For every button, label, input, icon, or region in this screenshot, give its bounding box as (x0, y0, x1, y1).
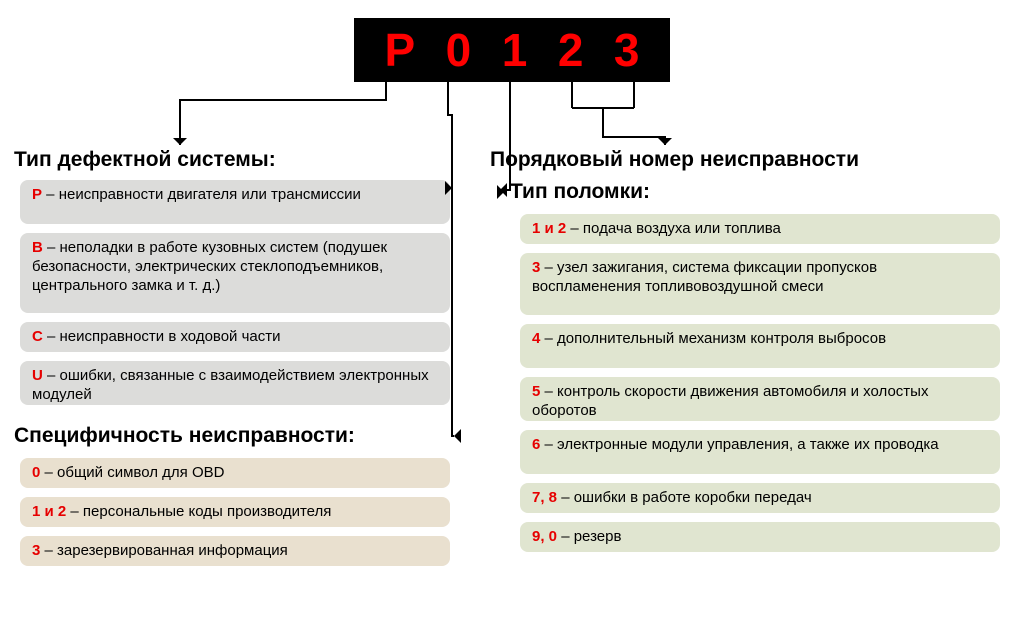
break_type-card-4-text: – электронные модули управления, а также… (540, 436, 938, 453)
type_system-card-0-text: – неисправности двигателя или трансмисси… (42, 186, 361, 203)
break_type-card-6-lead: 9, 0 (532, 528, 557, 545)
dtc-code-display: P0123 (354, 18, 670, 82)
break_type-card-6: 9, 0 – резерв (520, 522, 1000, 552)
type_system-card-0-lead: P (32, 186, 42, 203)
specificity-card-0-text: – общий символ для OBD (40, 464, 224, 481)
specificity-card-1-text: – персональные коды производителя (66, 503, 331, 520)
break_type-card-1-text: – узел зажигания, система фиксации пропу… (532, 259, 877, 295)
specificity-card-0: 0 – общий символ для OBD (20, 458, 450, 488)
code-char-4: 3 (614, 23, 640, 77)
type_system-card-2-lead: C (32, 328, 43, 345)
title-break-type: Тип поломки: (510, 180, 650, 204)
type_system-card-1: B – неполадки в работе кузовных систем (… (20, 233, 450, 313)
break_type-card-4: 6 – электронные модули управления, а так… (520, 430, 1000, 474)
type_system-card-3-lead: U (32, 367, 43, 384)
type_system-card-3-text: – ошибки, связанные с взаимодействием эл… (32, 367, 429, 403)
title-type-system: Тип дефектной системы: (14, 148, 276, 172)
specificity-card-1-lead: 1 и 2 (32, 503, 66, 520)
break_type-card-2-text: – дополнительный механизм контроля выбро… (540, 330, 886, 347)
code-char-0: P (384, 23, 415, 77)
code-char-2: 1 (502, 23, 528, 77)
break_type-card-5-lead: 7, 8 (532, 489, 557, 506)
title-serial: Порядковый номер неисправности (490, 148, 859, 172)
break_type-card-0-text: – подача воздуха или топлива (566, 220, 781, 237)
break_type-card-0-lead: 1 и 2 (532, 220, 566, 237)
break_type-card-2: 4 – дополнительный механизм контроля выб… (520, 324, 1000, 368)
break_type-card-5: 7, 8 – ошибки в работе коробки передач (520, 483, 1000, 513)
type_system-card-1-lead: B (32, 239, 43, 256)
type_system-card-1-text: – неполадки в работе кузовных систем (по… (32, 239, 387, 294)
specificity-card-1: 1 и 2 – персональные коды производителя (20, 497, 450, 527)
break_type-card-1: 3 – узел зажигания, система фиксации про… (520, 253, 1000, 315)
specificity-card-2-text: – зарезервированная информация (40, 542, 287, 559)
code-char-3: 2 (558, 23, 584, 77)
break_type-card-3: 5 – контроль скорости движения автомобил… (520, 377, 1000, 421)
type_system-card-2-text: – неисправности в ходовой части (43, 328, 281, 345)
type_system-card-3: U – ошибки, связанные с взаимодействием … (20, 361, 450, 405)
title-specificity: Специфичность неисправности: (14, 424, 355, 448)
break_type-card-0: 1 и 2 – подача воздуха или топлива (520, 214, 1000, 244)
code-char-1: 0 (446, 23, 472, 77)
specificity-card-2: 3 – зарезервированная информация (20, 536, 450, 566)
type_system-card-2: C – неисправности в ходовой части (20, 322, 450, 352)
type_system-card-0: P – неисправности двигателя или трансмис… (20, 180, 450, 224)
break_type-card-3-text: – контроль скорости движения автомобиля … (532, 383, 928, 419)
break_type-card-6-text: – резерв (557, 528, 621, 545)
break_type-card-5-text: – ошибки в работе коробки передач (557, 489, 812, 506)
